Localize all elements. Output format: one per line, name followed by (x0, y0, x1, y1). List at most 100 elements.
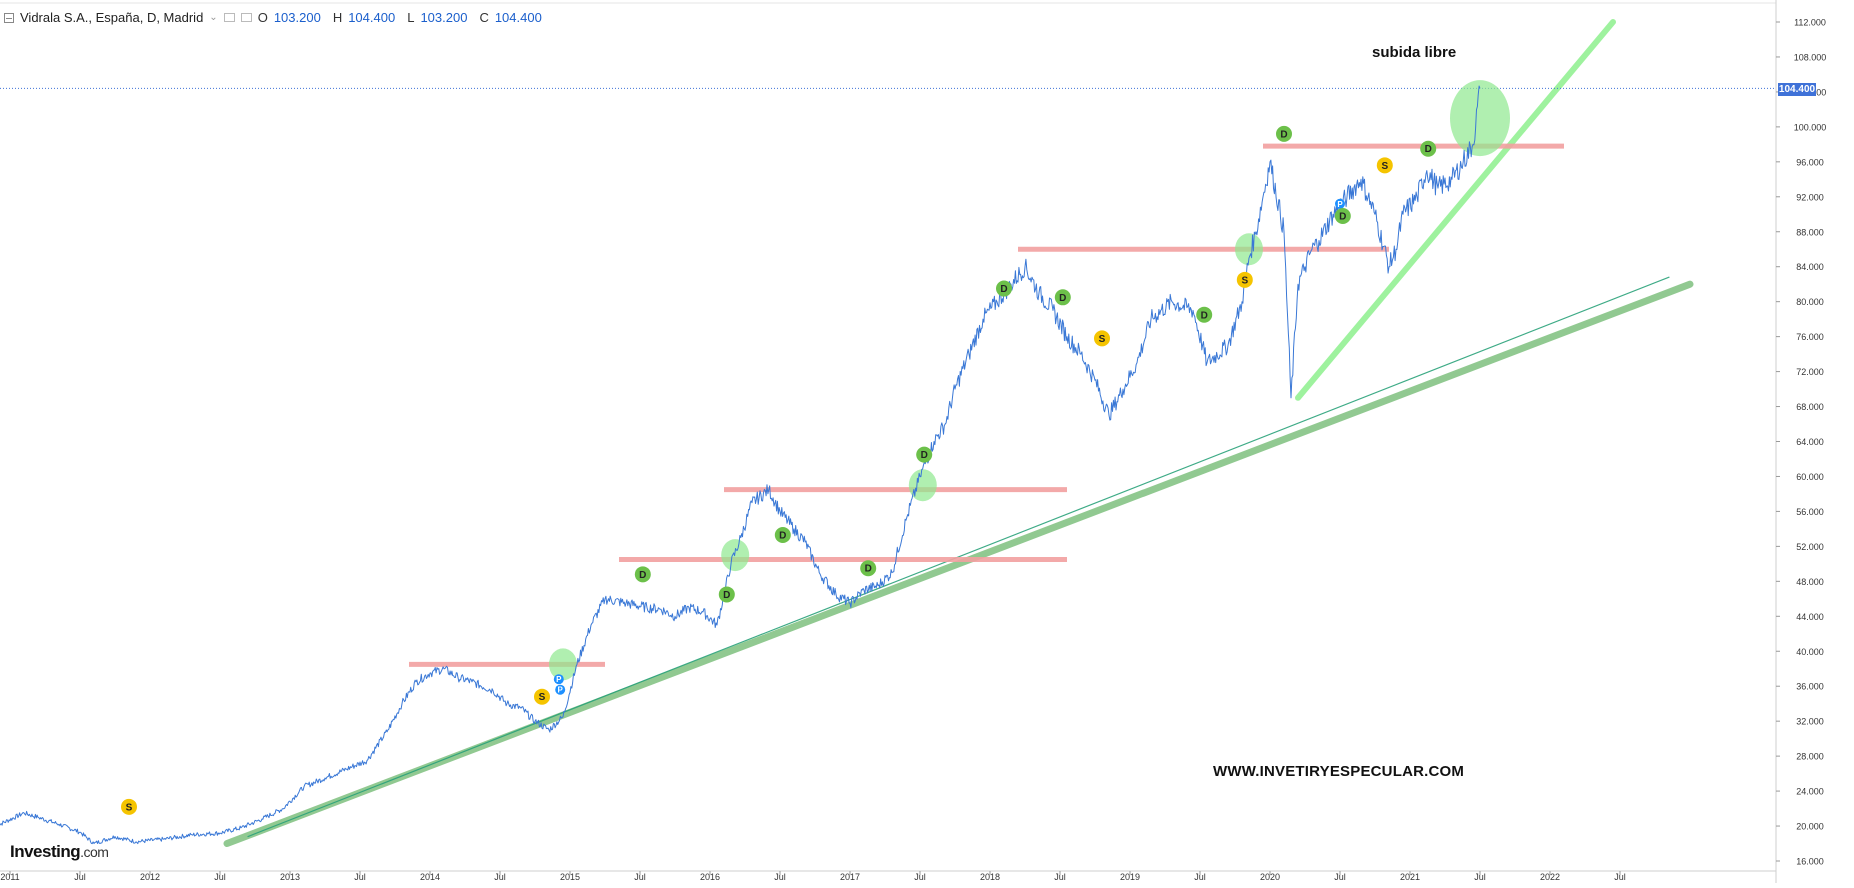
x-tick-label: 2014 (420, 872, 440, 882)
trendline-1 (223, 280, 1694, 848)
event-marker-p-4: P (555, 684, 566, 695)
trendline-layer (223, 19, 1694, 848)
y-tick-label: 56.000 (1796, 507, 1824, 517)
settings-icon[interactable] (223, 13, 235, 22)
event-marker-circle (1054, 289, 1071, 306)
event-marker-circle (718, 586, 735, 603)
x-tick-label: Jul (1194, 872, 1206, 882)
event-marker-label: D (1339, 212, 1346, 223)
event-marker-label: D (723, 590, 730, 601)
y-tick-label: 100.000 (1794, 122, 1827, 132)
event-marker-label: S (126, 802, 133, 813)
event-marker-label: D (1000, 284, 1007, 295)
event-marker-p-16: P (1335, 198, 1345, 209)
event-marker-s-12: S (1094, 330, 1110, 347)
y-tick-label: 48.000 (1796, 577, 1824, 587)
event-marker-d-5: D (634, 566, 651, 583)
y-tick-label: 16.000 (1796, 857, 1824, 867)
event-marker-circle (860, 560, 877, 577)
axis-layer: 16.000 20.000 24.000 28.000 32.000 36.000 40.0… (0, 18, 1826, 883)
y-tick-label: 52.000 (1796, 542, 1824, 552)
event-marker-circle (534, 688, 550, 705)
x-tick-label: Jul (1054, 872, 1066, 882)
event-marker-label: D (1280, 129, 1287, 140)
trendline-2 (247, 276, 1670, 838)
event-marker-d-10: D (996, 280, 1012, 297)
x-tick-label: Jul (774, 872, 786, 882)
event-marker-circle (1376, 157, 1393, 174)
event-marker-label: S (539, 692, 546, 703)
price-layer (0, 85, 1481, 845)
y-tick-label: 28.000 (1796, 752, 1824, 762)
event-marker-label: D (1425, 144, 1432, 155)
event-marker-label: P (558, 686, 564, 695)
close-icon[interactable] (240, 13, 252, 22)
event-marker-circle (916, 446, 933, 463)
x-tick-label: Jul (214, 872, 226, 882)
x-tick-label: Jul (1614, 872, 1626, 882)
low-value: 103.200 (420, 10, 468, 25)
event-marker-circle (1094, 330, 1110, 347)
event-marker-label: D (865, 564, 872, 575)
event-marker-label: D (1059, 293, 1066, 304)
event-marker-s-14: S (1236, 271, 1253, 288)
x-tick-label: Jul (634, 872, 646, 882)
event-marker-d-17: D (1334, 208, 1351, 225)
x-tick-label: 2013 (280, 872, 300, 882)
logo-brand: Investing (10, 842, 81, 861)
x-tick-label: Jul (74, 872, 86, 882)
x-tick-label: 2012 (140, 872, 160, 882)
event-marker-s-2: S (534, 688, 550, 705)
event-marker-label: P (1337, 200, 1343, 209)
x-tick-label: 2016 (700, 872, 720, 882)
investing-logo: Investing.com (10, 842, 109, 862)
x-tick-label: Jul (1474, 872, 1486, 882)
collapse-icon[interactable] (4, 12, 14, 23)
event-marker-d-9: D (916, 446, 933, 463)
x-tick-label: Jul (494, 872, 506, 882)
event-marker-label: D (779, 531, 786, 542)
annotation-subida-libre: subida libre (1372, 44, 1457, 61)
low-label: L (407, 10, 415, 25)
highlight-ellipse-2 (721, 539, 750, 572)
highlight-layer (549, 80, 1510, 681)
y-tick-label: 36.000 (1796, 682, 1824, 692)
y-tick-label: 40.000 (1796, 647, 1824, 657)
x-tick-label: 2017 (840, 872, 860, 882)
x-tick-label: 2022 (1540, 872, 1560, 882)
high-label: H (332, 10, 343, 25)
logo-domain: .com (80, 844, 109, 860)
y-tick-label: 72.000 (1796, 367, 1824, 377)
y-tick-label: 44.000 (1796, 612, 1824, 622)
x-tick-label: Jul (354, 872, 366, 882)
y-tick-label: 68.000 (1796, 402, 1824, 412)
y-tick-label: 84.000 (1796, 262, 1824, 272)
trendline-3 (1295, 19, 1616, 401)
y-tick-label: 88.000 (1796, 227, 1824, 237)
y-tick-label: 108.000 (1794, 52, 1827, 62)
y-tick-label: 20.000 (1796, 822, 1824, 832)
y-tick-label: 92.000 (1796, 192, 1824, 202)
event-marker-d-13: D (1196, 306, 1213, 323)
y-tick-label: 76.000 (1796, 332, 1824, 342)
open-label: O (257, 10, 268, 25)
chevron-down-icon[interactable]: ⌄ (209, 12, 218, 23)
x-tick-label: 2018 (980, 872, 1000, 882)
event-marker-label: S (1381, 161, 1388, 172)
y-tick-label: 112.000 (1794, 18, 1826, 28)
highlight-ellipse-1 (549, 648, 577, 681)
y-tick-label: 60.000 (1796, 472, 1824, 482)
event-marker-d-7: D (774, 527, 791, 544)
event-marker-s-1: S (121, 798, 137, 815)
high-value: 104.400 (348, 10, 396, 25)
event-marker-p-3: P (553, 674, 564, 685)
event-marker-circle (1236, 271, 1253, 288)
event-marker-d-15: D (1276, 125, 1292, 142)
event-marker-circle (634, 566, 651, 583)
close-value: 104.400 (494, 10, 542, 25)
symbol-title[interactable]: Vidrala S.A., España, D, Madrid (20, 10, 204, 25)
event-marker-circle (555, 684, 566, 695)
